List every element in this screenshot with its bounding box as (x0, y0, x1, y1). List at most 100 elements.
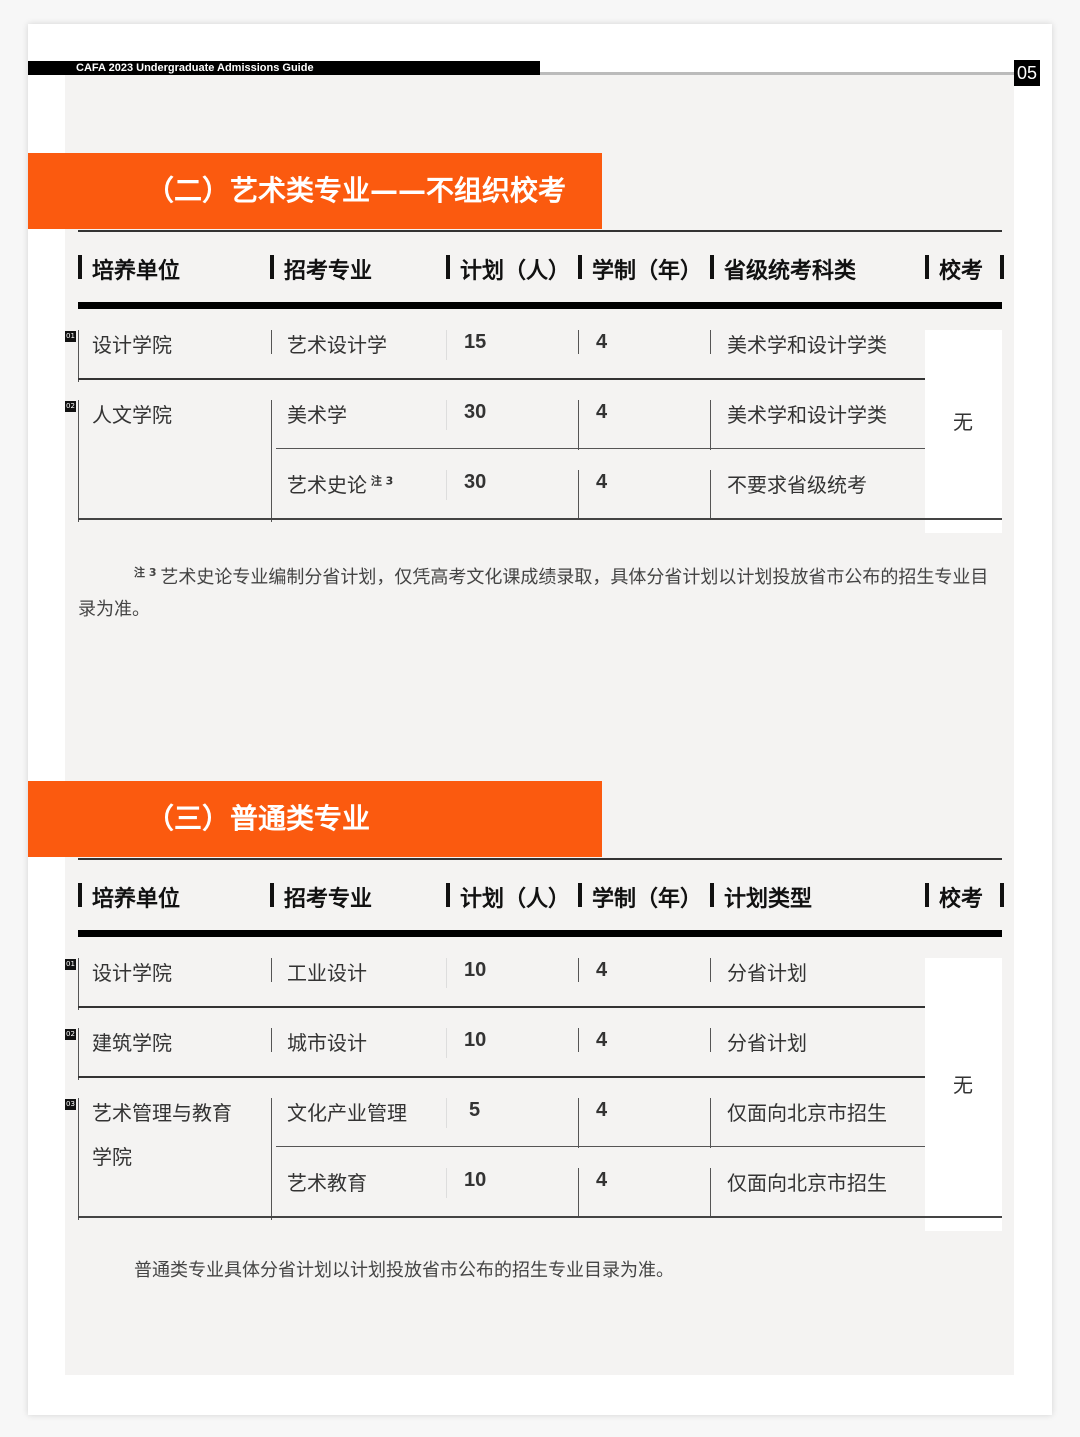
major-name: 文化产业管理 (287, 1101, 407, 1125)
plan-divider (446, 470, 447, 500)
header-divider (925, 255, 929, 279)
category-divider (710, 470, 711, 520)
header-divider (710, 255, 714, 279)
plan-count: 30 (464, 471, 487, 493)
header-rule (540, 72, 1014, 75)
plan-count: 15 (464, 331, 487, 353)
years: 4 (596, 1099, 608, 1121)
unit-divider (271, 1098, 272, 1220)
major-name: 美术学 (287, 403, 347, 427)
unit-divider (271, 958, 272, 982)
plan-count: 30 (464, 401, 487, 423)
note-marker: 注 3 (134, 566, 161, 579)
years-divider (578, 1028, 579, 1052)
row-left-border (78, 1098, 79, 1220)
column-header: 学制（年） (592, 887, 703, 912)
row-left-border (78, 330, 79, 382)
table-note: 注 3 艺术史论专业编制分省计划，仅凭高考文化课成绩录取，具体分省计划以计划投放… (78, 557, 1004, 626)
header-divider (925, 883, 929, 907)
header-divider (710, 883, 714, 907)
header-divider (1000, 883, 1004, 907)
school-exam-cell (925, 958, 1002, 1231)
unit-name: 人文学院 (92, 403, 172, 427)
category: 分省计划 (727, 1031, 807, 1055)
unit-divider (271, 1028, 272, 1052)
years-divider (578, 1168, 579, 1218)
column-header: 计划类型 (724, 887, 813, 912)
column-header: 计划（人） (460, 259, 571, 284)
column-header: 校考 (939, 887, 984, 912)
sub-row-rule (276, 1146, 925, 1147)
row-left-border (78, 1028, 79, 1080)
row-number-badge: 02 (65, 1029, 76, 1040)
table-bottom-rule (78, 518, 1002, 520)
plan-divider (446, 400, 447, 430)
category-divider (710, 1098, 711, 1148)
column-header: 省级统考科类 (724, 259, 857, 284)
column-header: 招考专业 (284, 887, 373, 912)
header-bar: CAFA 2023 Undergraduate Admissions Guide (28, 61, 540, 75)
category: 美术学和设计学类 (727, 403, 887, 427)
category: 仅面向北京市招生 (727, 1101, 887, 1125)
table-top-rule (78, 230, 1002, 232)
header-thick-rule (78, 302, 1002, 309)
header-divider (446, 883, 450, 907)
table-note: 普通类专业具体分省计划以计划投放省市公布的招生专业目录为准。 (78, 1255, 1004, 1287)
years-divider (578, 470, 579, 520)
unit-divider (271, 330, 272, 354)
plan-count: 10 (464, 959, 487, 981)
section-title: （二）艺术类专业——不组织校考 (146, 174, 567, 207)
unit-name: 建筑学院 (92, 1031, 172, 1055)
years-divider (578, 958, 579, 982)
row-number-badge: 01 (65, 959, 76, 970)
note-text: 艺术史论专业编制分省计划，仅凭高考文化课成绩录取，具体分省计划以计划投放省市公布… (78, 567, 989, 620)
row-left-border (78, 958, 79, 1010)
category-divider (710, 958, 711, 982)
column-header: 培养单位 (92, 887, 181, 912)
years-divider (578, 330, 579, 354)
column-header: 培养单位 (92, 259, 181, 284)
major-name: 艺术史论 注 3 (287, 473, 394, 497)
page-number: 05 (1014, 60, 1040, 86)
section-title: （三）普通类专业 (146, 802, 371, 835)
major-name: 艺术设计学 (287, 333, 387, 357)
plan-divider (446, 1168, 447, 1198)
category-divider (710, 1028, 711, 1052)
unit-name: 设计学院 (92, 961, 172, 985)
years: 4 (596, 401, 608, 423)
header-divider (78, 883, 82, 907)
plan-divider (446, 958, 447, 988)
content-panel (65, 75, 1014, 1375)
note-marker: 注 3 (367, 474, 394, 488)
header-thick-rule (78, 930, 1002, 937)
unit-name: 设计学院 (92, 333, 172, 357)
unit-name: 学院 (92, 1145, 132, 1169)
note-text: 普通类专业具体分省计划以计划投放省市公布的招生专业目录为准。 (134, 1260, 674, 1281)
category: 仅面向北京市招生 (727, 1171, 887, 1195)
row-left-border (78, 400, 79, 522)
major-name: 工业设计 (287, 961, 367, 985)
category-divider (710, 1168, 711, 1218)
category: 美术学和设计学类 (727, 333, 887, 357)
row-rule (78, 1076, 925, 1078)
unit-divider (271, 400, 272, 522)
years: 4 (596, 1029, 608, 1051)
years-divider (578, 400, 579, 450)
category: 分省计划 (727, 961, 807, 985)
category-divider (710, 330, 711, 354)
years: 4 (596, 959, 608, 981)
plan-count: 10 (464, 1029, 487, 1051)
header-title: CAFA 2023 Undergraduate Admissions Guide (76, 62, 314, 74)
header-divider (446, 255, 450, 279)
years-divider (578, 1098, 579, 1148)
row-number-badge: 02 (65, 401, 76, 412)
category: 不要求省级统考 (727, 473, 867, 497)
school-exam-value: 无 (953, 1072, 973, 1097)
plan-divider (446, 1098, 447, 1128)
category-divider (710, 400, 711, 450)
row-rule (78, 378, 925, 380)
table-bottom-rule (78, 1216, 1002, 1218)
school-exam-value: 无 (953, 409, 973, 434)
column-header: 计划（人） (460, 887, 571, 912)
header-divider (1000, 255, 1004, 279)
